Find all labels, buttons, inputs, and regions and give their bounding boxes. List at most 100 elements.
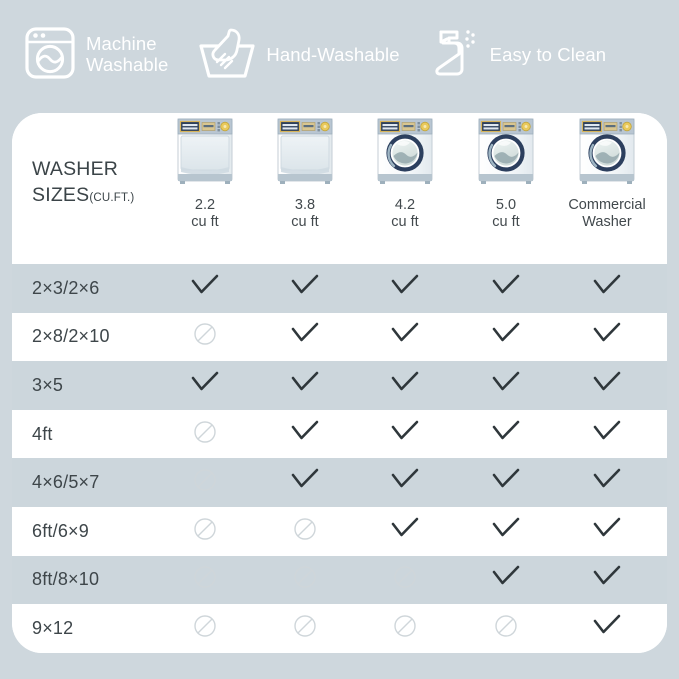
check-icon	[491, 419, 521, 450]
table-cell	[175, 604, 235, 653]
not-allowed-icon	[193, 420, 217, 449]
top-loader-washer-icon	[150, 115, 260, 192]
table-cell	[577, 458, 637, 507]
row-label: 9×12	[32, 617, 74, 638]
table-cell	[577, 507, 637, 556]
check-icon	[290, 273, 320, 304]
table-cell	[476, 264, 536, 313]
hand-wash-basin-icon	[195, 24, 259, 87]
check-icon	[592, 419, 622, 450]
column-header-1: 2.2 cu ft	[150, 115, 260, 231]
check-icon	[290, 467, 320, 498]
washer-sizes-units: (CU.FT.)	[89, 191, 135, 204]
check-icon	[190, 273, 220, 304]
table-cell	[275, 458, 335, 507]
not-allowed-icon	[193, 468, 217, 497]
row-label: 8ft/8×10	[32, 569, 100, 590]
table-row: 8ft/8×10	[12, 555, 667, 605]
table-cell	[577, 410, 637, 459]
table-cell	[275, 264, 335, 313]
table-cell	[175, 313, 235, 362]
table-row: 4×6/5×7	[12, 458, 667, 507]
column-header-label: 4.2 cu ft	[391, 197, 419, 230]
check-icon	[592, 613, 622, 644]
column-header-label: 3.8 cu ft	[291, 197, 319, 230]
row-label: 2×3/2×6	[32, 277, 100, 298]
table-cell	[577, 313, 637, 362]
table-cell	[375, 458, 435, 507]
not-allowed-icon	[393, 614, 417, 643]
table-cell	[375, 556, 435, 605]
column-header-4: 5.0 cu ft	[451, 115, 561, 231]
table-cell	[175, 264, 235, 313]
table-cell	[275, 410, 335, 459]
row-label: 6ft/6×9	[32, 520, 89, 541]
table-row: 2×3/2×6	[12, 264, 667, 313]
badge-hand-washable: Hand-Washable	[195, 24, 400, 87]
check-icon	[290, 370, 320, 401]
row-label: 3×5	[32, 374, 64, 395]
row-label: 4ft	[32, 423, 53, 444]
column-header-label: 2.2 cu ft	[191, 197, 219, 230]
check-icon	[491, 273, 521, 304]
check-icon	[390, 273, 420, 304]
check-icon	[592, 273, 622, 304]
table-cell	[476, 604, 536, 653]
check-icon	[592, 516, 622, 547]
compatibility-table-card: WASHER SIZES(CU.FT.)	[12, 113, 667, 653]
column-header-2: 3.8 cu ft	[250, 115, 360, 231]
not-allowed-icon	[193, 565, 217, 594]
table-row: 4ft	[12, 409, 667, 459]
column-header-3: 4.2 cu ft	[350, 115, 460, 231]
check-icon	[491, 516, 521, 547]
table-cell	[275, 313, 335, 362]
top-loader-washer-icon	[250, 115, 360, 192]
column-header-label: Commercial Washer	[568, 197, 646, 230]
table-cell	[476, 361, 536, 410]
not-allowed-icon	[494, 614, 518, 643]
table-cell	[375, 264, 435, 313]
front-loader-washer-icon	[552, 115, 662, 192]
table-cell	[175, 556, 235, 605]
table-cell	[476, 313, 536, 362]
check-icon	[390, 467, 420, 498]
check-icon	[491, 564, 521, 595]
front-loader-washer-icon	[350, 115, 460, 192]
check-icon	[390, 419, 420, 450]
not-allowed-icon	[293, 565, 317, 594]
table-cell	[275, 604, 335, 653]
table-cell	[375, 361, 435, 410]
table-row: 6ft/6×9	[12, 506, 667, 556]
badge-label: Easy to Clean	[489, 43, 607, 65]
washer-sizes-label: WASHER SIZES	[32, 158, 119, 206]
check-icon	[592, 467, 622, 498]
table-cell	[175, 410, 235, 459]
check-icon	[390, 370, 420, 401]
table-cell	[375, 507, 435, 556]
table-cell	[375, 604, 435, 653]
spray-bottle-icon	[427, 24, 483, 87]
check-icon	[491, 370, 521, 401]
not-allowed-icon	[293, 614, 317, 643]
table-cell	[577, 604, 637, 653]
check-icon	[390, 516, 420, 547]
table-body: 2×3/2×6 2×8/2×10 3×5 4ft 4×6/5×7	[12, 264, 667, 653]
row-label: 2×8/2×10	[32, 326, 110, 347]
table-cell	[476, 556, 536, 605]
badge-machine-washable: Machine Washable	[21, 24, 168, 87]
check-icon	[592, 321, 622, 352]
check-icon	[190, 370, 220, 401]
feature-badge-bar: Machine Washable Hand-Washable	[0, 0, 679, 110]
table-cell	[577, 556, 637, 605]
check-icon	[491, 321, 521, 352]
column-header-label: 5.0 cu ft	[492, 197, 520, 230]
table-cell	[476, 458, 536, 507]
front-loader-washer-icon	[451, 115, 561, 192]
washing-machine-icon	[21, 24, 79, 87]
table-cell	[175, 458, 235, 507]
table-cell	[476, 410, 536, 459]
table-cell	[577, 361, 637, 410]
table-row: 9×12	[12, 604, 667, 653]
check-icon	[592, 564, 622, 595]
table-header-row: WASHER SIZES(CU.FT.)	[12, 113, 667, 264]
